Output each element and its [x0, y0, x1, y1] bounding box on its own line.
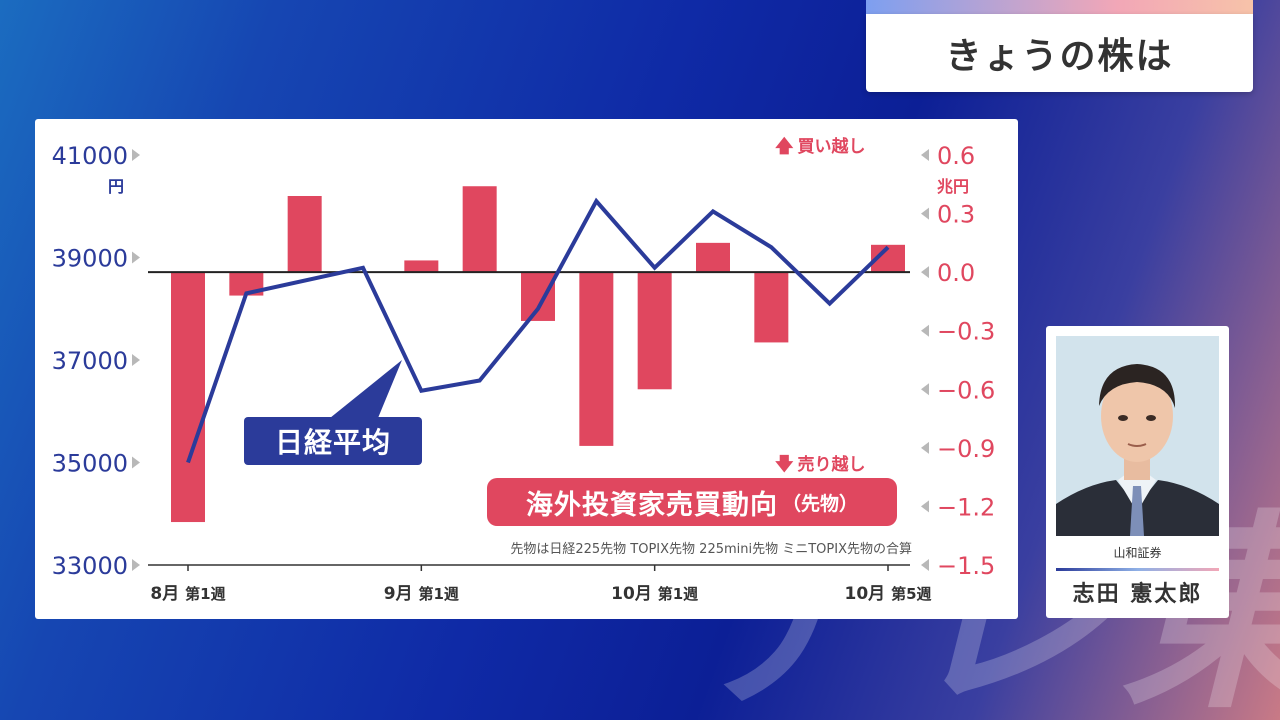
left-tick-marker-3	[132, 456, 140, 469]
left-tick-label-3: 35000	[52, 450, 128, 478]
foreign-investor-label-main: 海外投資家売買動向	[525, 489, 778, 521]
guest-name: 志田 憲太郎	[1072, 582, 1203, 607]
guest-card: 山和証券 志田 憲太郎	[1046, 326, 1229, 618]
left-tick-label-4: 33000	[52, 552, 128, 580]
left-tick-marker-2	[132, 354, 140, 366]
title-accent-strip	[866, 0, 1253, 14]
guest-card-divider	[1056, 568, 1219, 571]
right-tick-marker-4	[921, 383, 929, 396]
foreign-investor-label-sub: （先物）	[781, 492, 858, 515]
right-tick-label-6: −1.2	[937, 493, 995, 521]
right-tick-marker-1	[921, 207, 929, 220]
bar-5	[462, 186, 497, 273]
corner-title: きょうの株は	[945, 36, 1174, 77]
right-tick-marker-0	[921, 149, 929, 161]
bar-6	[521, 272, 555, 321]
right-tick-marker-6	[921, 500, 929, 513]
x-tick-label-2: 10月 第1週	[611, 584, 698, 604]
right-tick-label-2: 0.0	[937, 259, 975, 287]
left-tick-label-2: 37000	[52, 347, 128, 375]
combo-chart: 41000 39000 37000 35000 33000 0.6 0.3 0.0 −0.3 −0…	[52, 142, 996, 604]
right-tick-marker-7	[921, 559, 929, 571]
right-tick-label-5: −0.9	[937, 435, 995, 463]
sell-legend: 🡇 売り越し	[775, 450, 866, 482]
corner-title-box: きょうの株は	[866, 14, 1253, 92]
bar-10	[754, 272, 789, 343]
buy-legend-label: 買い越し	[797, 137, 866, 157]
right-tick-label-1: 0.3	[937, 201, 975, 229]
x-tick-label-1: 9月 第1週	[384, 584, 459, 604]
right-tick-label-0: 0.6	[937, 142, 975, 170]
guest-portrait	[1056, 336, 1219, 536]
right-tick-marker-2	[921, 266, 929, 279]
left-axis-unit: 円	[108, 177, 125, 196]
left-tick-marker-0	[132, 149, 140, 161]
right-axis-unit: 兆円	[937, 177, 970, 196]
right-tick-marker-3	[921, 324, 929, 337]
right-tick-label-4: −0.6	[937, 376, 995, 404]
left-tick-marker-1	[132, 251, 140, 264]
nikkei-line	[186, 197, 890, 464]
guest-company: 山和証券	[1113, 546, 1162, 560]
foreign-investor-series-label: 海外投資家売買動向 （先物）	[487, 478, 897, 526]
up-arrow-icon: 🡅	[775, 136, 794, 157]
left-tick-label-0: 41000	[52, 142, 128, 170]
x-tick-label-0: 8月 第1週	[150, 584, 225, 604]
nikkei-series-label: 日経平均	[244, 417, 422, 465]
chart-card: 41000 39000 37000 35000 33000 0.6 0.3 0.0 −0.3 −0…	[35, 119, 1018, 619]
left-tick-label-1: 39000	[52, 245, 128, 273]
left-tick-marker-4	[132, 559, 140, 571]
buy-legend: 🡅 買い越し	[775, 132, 866, 164]
bar-2	[287, 196, 322, 273]
down-arrow-icon: 🡇	[775, 454, 794, 475]
bar-8	[637, 272, 672, 390]
x-tick-label-3: 10月 第5週	[844, 584, 931, 604]
right-tick-label-3: −0.3	[937, 318, 995, 346]
chart-footnote: 先物は日経225先物 TOPIX先物 225mini先物 ミニTOPIX先物の合…	[510, 542, 912, 557]
right-tick-marker-5	[921, 441, 929, 454]
bar-0	[171, 272, 205, 523]
bar-9	[696, 242, 730, 273]
right-tick-label-7: −1.5	[937, 552, 995, 580]
bar-7	[579, 272, 614, 446]
bar-4	[404, 260, 439, 273]
sell-legend-label: 売り越し	[797, 455, 866, 475]
guest-photo	[1056, 336, 1219, 536]
